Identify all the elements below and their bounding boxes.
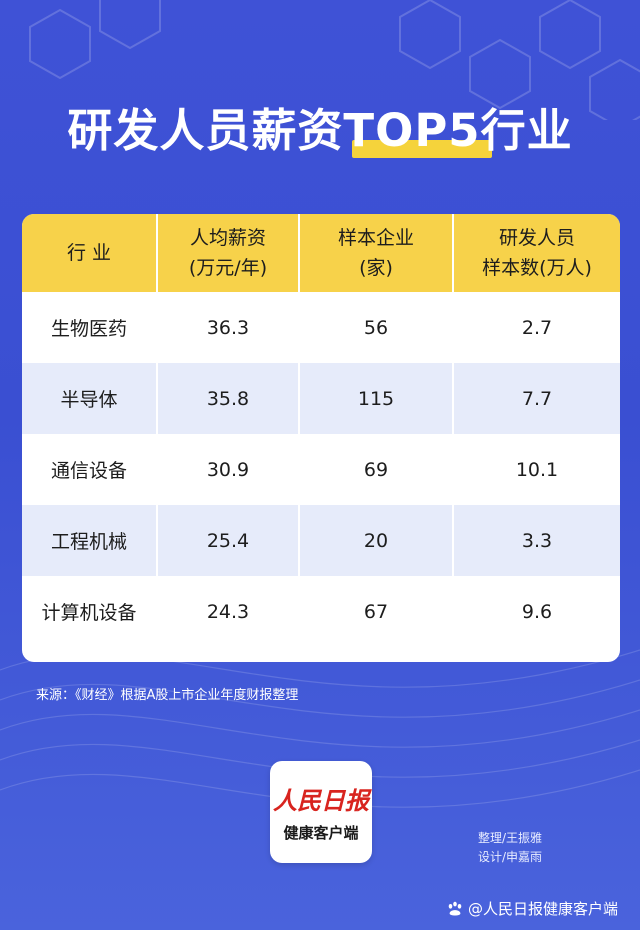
credit-editor: 整理/王振雅 <box>478 831 543 845</box>
cell-salary: 24.3 <box>158 576 300 647</box>
header-companies-unit: (家) <box>359 257 393 279</box>
table-header: 行 业 人均薪资 (万元/年) 样本企业 (家) 研发人员 样本数(万人) <box>22 214 620 292</box>
header-companies-label: 样本企业 <box>337 227 414 249</box>
cell-staff: 10.1 <box>515 458 559 481</box>
header-salary-label: 人均薪资 <box>189 227 266 249</box>
header-staff-unit: 样本数(万人) <box>482 257 592 279</box>
cell-salary: 30.9 <box>158 434 300 505</box>
cell-staff: 7.7 <box>521 387 553 410</box>
header-staff-label: 研发人员 <box>498 227 575 249</box>
cell-salary: 36.3 <box>158 292 300 363</box>
logo-sub-text: 健康客户端 <box>283 824 359 842</box>
header-salary-unit: (万元/年) <box>188 257 268 279</box>
cell-companies: 69 <box>300 434 454 505</box>
header-companies: 样本企业 (家) <box>300 214 454 292</box>
cell-companies: 115 <box>300 363 454 434</box>
header-industry: 行 业 <box>22 214 158 292</box>
cell-companies: 67 <box>300 576 454 647</box>
cell-staff: 9.6 <box>521 600 553 623</box>
cell-companies: 56 <box>300 292 454 363</box>
paw-icon <box>448 901 462 916</box>
table-row: 计算机设备 24.3 67 9.6 <box>22 576 620 647</box>
hexagon-pattern <box>29 0 640 120</box>
publisher-logo: 人民日报 健康客户端 <box>270 761 372 863</box>
cell-salary: 25.4 <box>158 505 300 576</box>
cell-industry: 工程机械 <box>22 505 158 576</box>
salary-table: 行 业 人均薪资 (万元/年) 样本企业 (家) 研发人员 样本数(万人) 生物… <box>22 214 620 662</box>
table-row: 工程机械 25.4 20 3.3 <box>22 505 620 576</box>
header-salary: 人均薪资 (万元/年) <box>158 214 300 292</box>
table-row: 通信设备 30.9 69 10.1 <box>22 434 620 505</box>
page-title: 研发人员薪资TOP5行业 <box>67 104 573 157</box>
table-row: 半导体 35.8 115 7.7 <box>22 363 620 434</box>
cell-staff: 2.7 <box>521 316 553 339</box>
header-staff: 研发人员 样本数(万人) <box>454 214 620 292</box>
cell-staff: 3.3 <box>521 529 553 552</box>
credit-designer: 设计/申嘉雨 <box>478 850 543 864</box>
title-area: 研发人员薪资TOP5行业 <box>0 96 640 166</box>
source-note: 来源：《财经》根据A股上市企业年度财报整理 <box>36 688 299 703</box>
cell-industry: 半导体 <box>22 363 158 434</box>
cell-companies: 20 <box>300 505 454 576</box>
title-highlight <box>352 140 492 158</box>
header-industry-label: 行 业 <box>66 242 112 264</box>
logo-main-text: 人民日报 <box>273 786 369 815</box>
cell-salary: 35.8 <box>158 363 300 434</box>
cell-industry: 生物医药 <box>22 292 158 363</box>
watermark-text: @人民日报健康客户端 <box>468 900 619 918</box>
cell-industry: 计算机设备 <box>22 576 158 647</box>
cell-industry: 通信设备 <box>22 434 158 505</box>
credits: 整理/王振雅 设计/申嘉雨 <box>478 829 542 867</box>
table-row: 生物医药 36.3 56 2.7 <box>22 292 620 363</box>
watermark: @人民日报健康客户端 <box>446 898 618 919</box>
wave-pattern <box>0 649 640 808</box>
